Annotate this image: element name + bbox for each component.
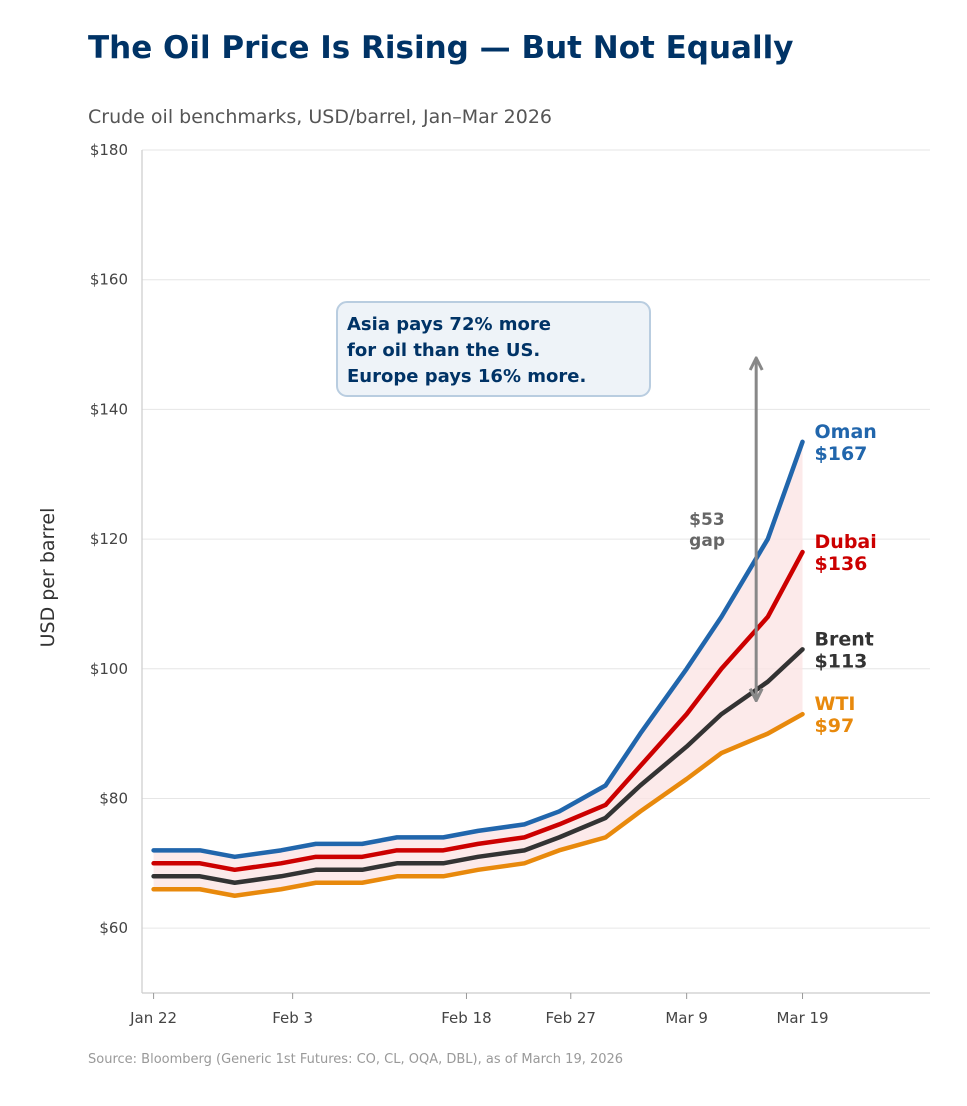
source-note: Source: Bloomberg (Generic 1st Futures: … [88, 1052, 624, 1067]
gap-label: $53 [689, 510, 725, 530]
callout-line: Europe pays 16% more. [347, 366, 586, 387]
series-line-wti [151, 711, 805, 898]
x-tick-label: Jan 22 [129, 1009, 177, 1027]
chart-title: The Oil Price Is Rising — But Not Equall… [88, 30, 794, 66]
y-tick-label: $160 [90, 271, 128, 289]
y-axis-title: USD per barrel [37, 508, 59, 648]
end-label-value-oman: $167 [815, 443, 868, 465]
gap-label: gap [689, 531, 725, 551]
y-tick-label: $80 [99, 789, 128, 807]
end-label-name-oman: Oman [815, 421, 877, 443]
end-label-value-wti: $97 [815, 715, 855, 737]
x-tick-label: Feb 18 [441, 1009, 491, 1027]
callout-background [336, 301, 651, 397]
spread-shading [153, 441, 803, 896]
callout-box: Asia pays 72% more for oil than the US. Eu… [336, 301, 651, 397]
x-tick-label: Feb 3 [272, 1009, 313, 1027]
end-label-name-brent: Brent [815, 628, 874, 650]
end-label-name-wti: WTI [815, 693, 856, 715]
y-tick-label: $140 [90, 400, 128, 418]
series-line-dubai [151, 549, 805, 873]
y-tick-label: $60 [99, 919, 128, 937]
end-label-name-dubai: Dubai [815, 531, 877, 553]
callout-line: for oil than the US. [347, 340, 540, 361]
series-line-oman [151, 439, 805, 860]
x-tick-label: Feb 27 [546, 1009, 596, 1027]
y-tick-label: $120 [90, 530, 128, 548]
y-tick-label: $180 [90, 141, 128, 159]
callout-line: Asia pays 72% more [347, 314, 551, 335]
end-label-value-brent: $113 [815, 650, 868, 672]
series-line-brent [151, 647, 805, 886]
x-tick-label: Mar 9 [665, 1009, 708, 1027]
end-label-value-dubai: $136 [815, 553, 868, 575]
x-tick-label: Mar 19 [776, 1009, 828, 1027]
y-tick-label: $100 [90, 660, 128, 678]
chart-subtitle: Crude oil benchmarks, USD/barrel, Jan–Ma… [88, 106, 553, 128]
